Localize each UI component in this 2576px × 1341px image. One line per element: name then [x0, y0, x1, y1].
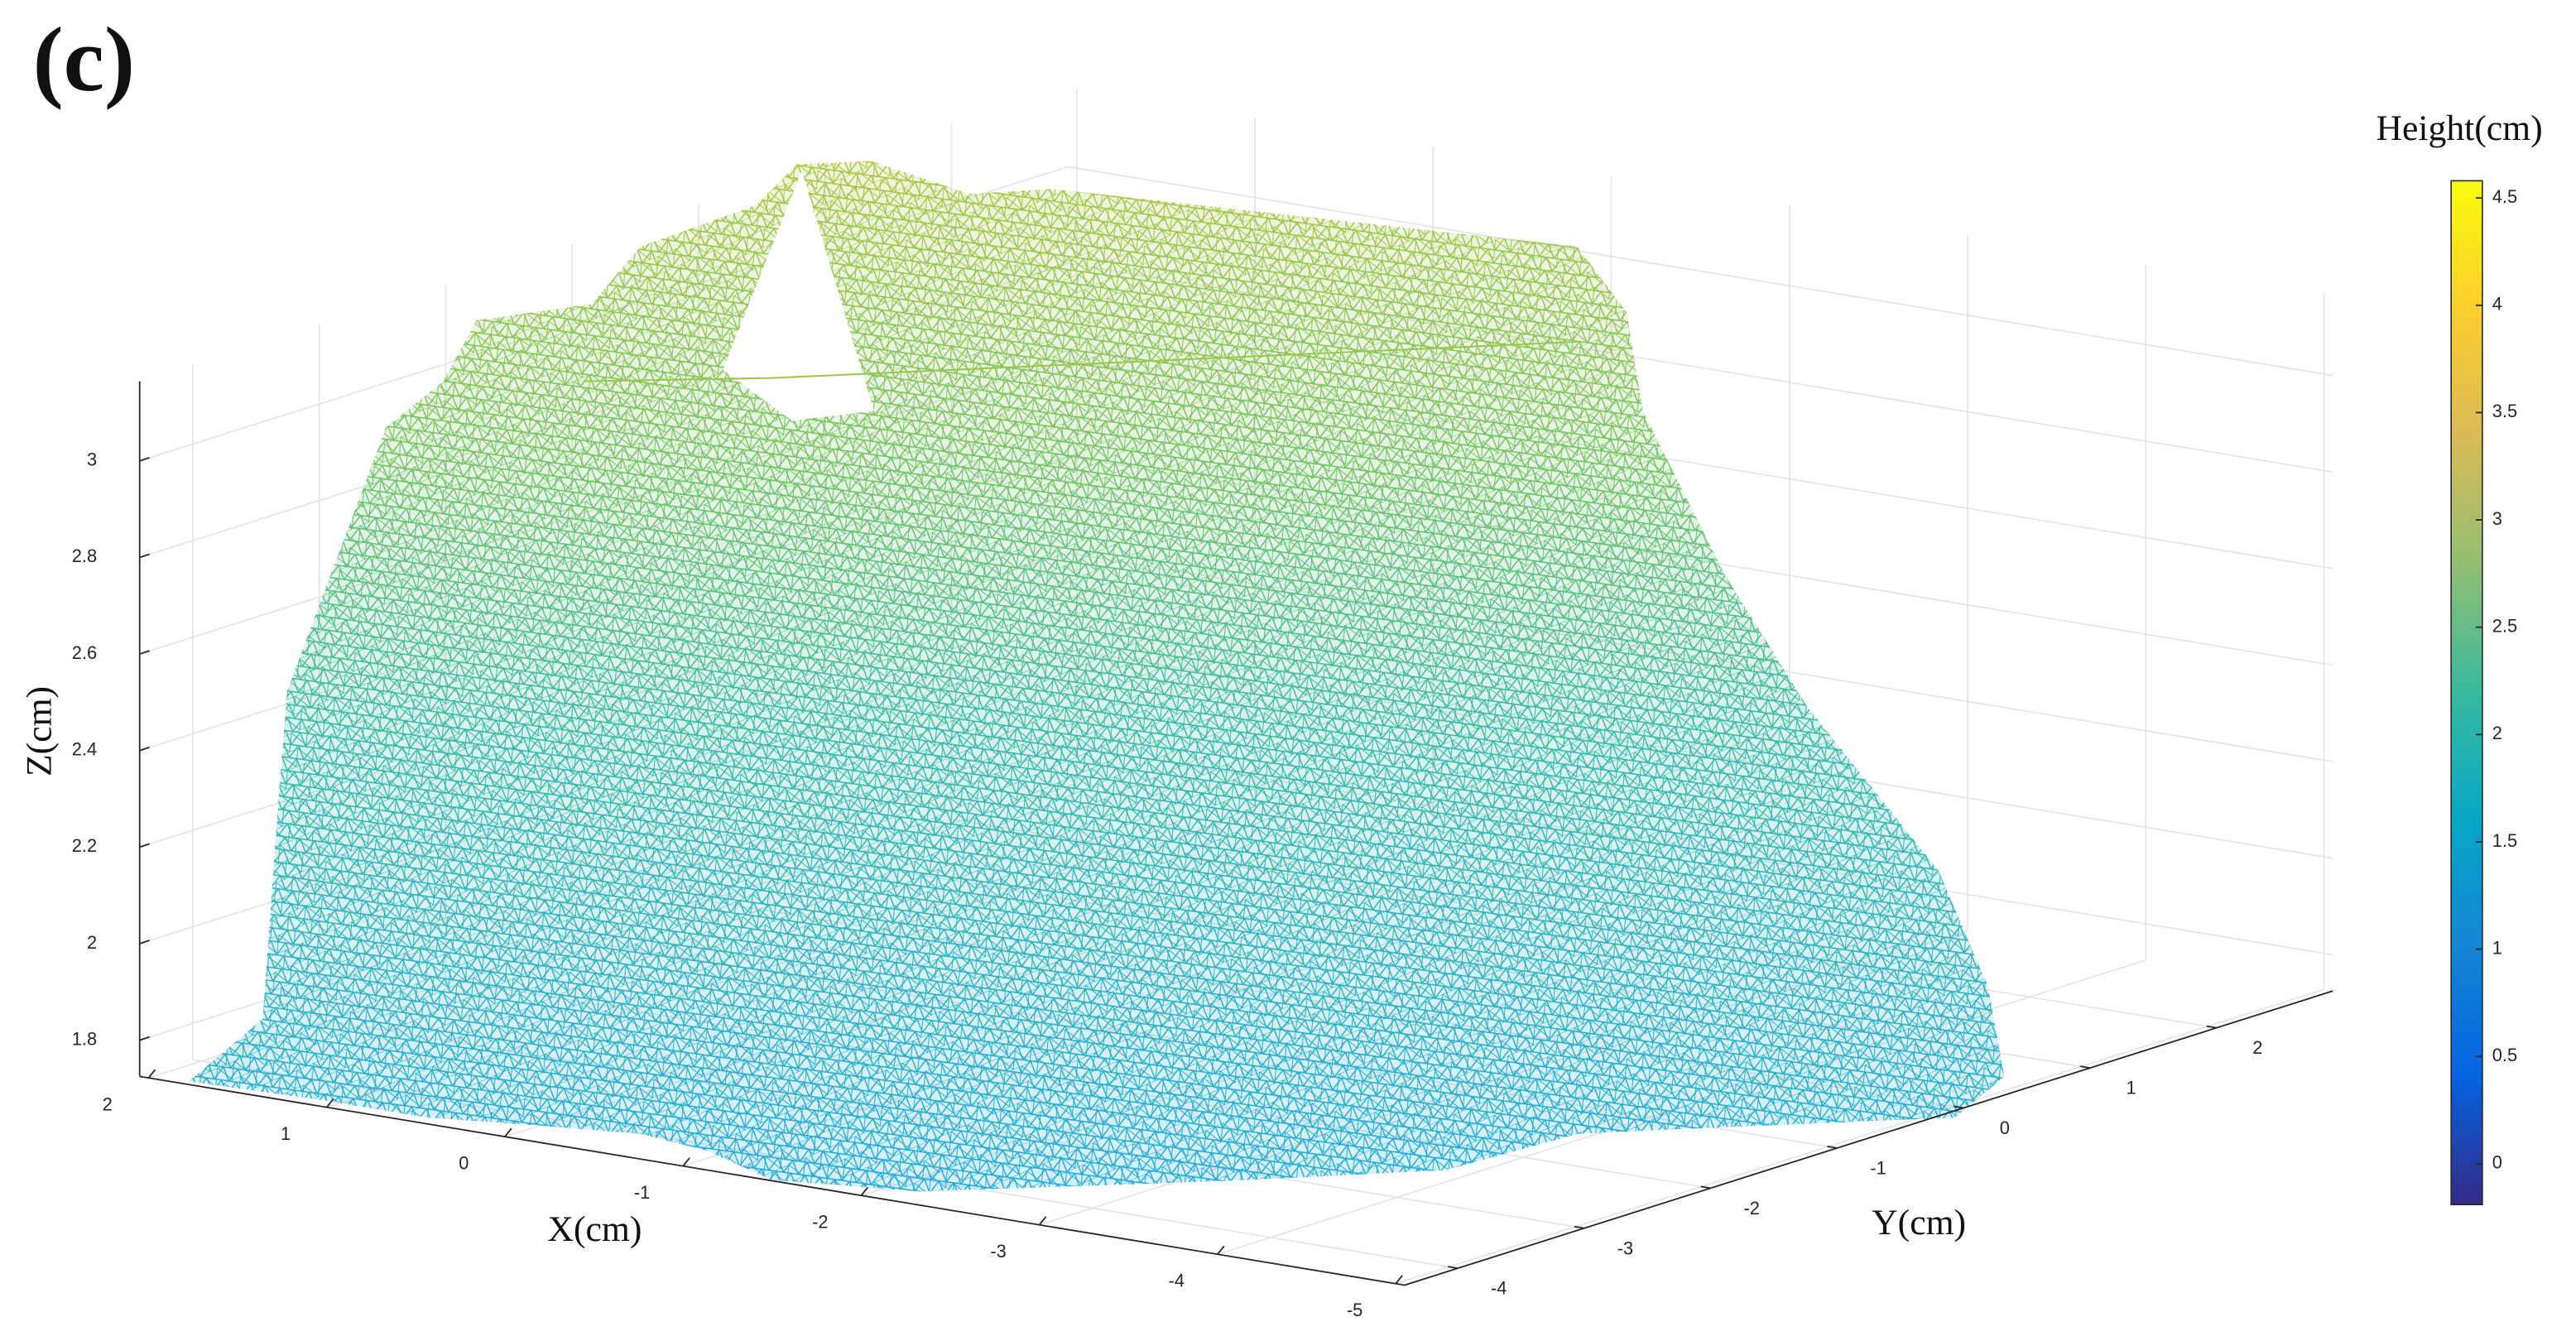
- x-tick-label: 0: [459, 1153, 469, 1174]
- y-tick-label: -2: [1744, 1198, 1760, 1218]
- colorbar-tick-label: 2: [2492, 723, 2502, 743]
- colorbar-tick-label: 4: [2492, 294, 2502, 315]
- x-tick: [326, 1098, 334, 1108]
- colorbar: 0 0.5 1 1.5 2 2.5 3 3.5 4 4.5: [2450, 180, 2517, 1206]
- z-tick-label: 2.4: [72, 738, 97, 759]
- y-axis-line: [1404, 990, 2333, 1286]
- y-axis-label: Y(cm): [1872, 1203, 1966, 1242]
- colorbar-tick-label: 2.5: [2492, 615, 2517, 636]
- y-tick-label: 2: [2252, 1037, 2262, 1058]
- z-tick: [139, 746, 150, 752]
- y-tick: [1827, 1146, 1838, 1149]
- y-tick-label: -1: [1870, 1157, 1886, 1178]
- z-tick-label: 2: [87, 932, 97, 953]
- z-tick-label: 3: [87, 449, 97, 470]
- z-tick: [139, 843, 150, 848]
- z-tick-label: 1.8: [72, 1028, 97, 1049]
- z-tick: [139, 1036, 150, 1041]
- z-tick: [139, 650, 150, 655]
- z-axis-label: Z(cm): [20, 686, 60, 776]
- colorbar-tick-label: 1.5: [2492, 830, 2517, 851]
- x-tick-label: -2: [812, 1212, 828, 1233]
- x-axis-line: [139, 1075, 1406, 1286]
- x-tick: [504, 1127, 512, 1137]
- y-tick: [2206, 1025, 2217, 1029]
- y-tick-label: 1: [2126, 1078, 2136, 1098]
- x-tick-label: -1: [634, 1182, 650, 1203]
- x-tick-label: -5: [1347, 1300, 1362, 1320]
- y-tick: [1448, 1266, 1459, 1270]
- x-tick-label: 2: [103, 1094, 113, 1115]
- z-tick-label: 2.6: [72, 642, 97, 663]
- x-tick: [860, 1186, 869, 1196]
- axes: 2 1 0 -1 -2 -3 -4 -5 -4 -3 -2 -1 0 1 2 1.8 2 2.2 2.4 2.6 2.8…: [72, 381, 2333, 1320]
- y-tick-label: 0: [2000, 1118, 2010, 1138]
- x-tick-label: -3: [990, 1241, 1006, 1262]
- colorbar-tick-label: 3.5: [2492, 401, 2517, 421]
- y-tick-label: -4: [1491, 1278, 1507, 1299]
- z-tick: [139, 553, 150, 559]
- y-tick: [2079, 1065, 2091, 1069]
- colorbar-tick-label: 1: [2492, 937, 2502, 958]
- z-tick: [139, 456, 150, 462]
- colorbar-tick-label: 3: [2492, 508, 2502, 529]
- y-tick: [1700, 1185, 1711, 1190]
- mesh-edge: [583, 340, 1578, 382]
- x-tick: [147, 1069, 156, 1079]
- x-tick-label: 1: [281, 1123, 291, 1144]
- z-tick-label: 2.2: [72, 835, 97, 856]
- panel-label: (c): [33, 9, 135, 111]
- mesh-hole: [723, 171, 874, 421]
- x-axis-label: X(cm): [547, 1209, 642, 1249]
- y-tick: [1574, 1225, 1584, 1229]
- y-tick: [1954, 1105, 1964, 1109]
- y-tick-label: -3: [1617, 1238, 1633, 1258]
- colorbar-title: Height(cm): [2376, 108, 2542, 148]
- x-tick-label: -4: [1169, 1271, 1185, 1291]
- z-tick: [139, 940, 150, 944]
- colorbar-scale: [2450, 180, 2483, 1206]
- z-tick-label: 2.8: [72, 546, 97, 566]
- x-tick: [1217, 1245, 1225, 1255]
- x-tick: [1038, 1216, 1047, 1226]
- colorbar-tick-label: 0: [2492, 1152, 2502, 1173]
- colorbar-tick-label: 4.5: [2492, 186, 2517, 207]
- x-tick: [1395, 1275, 1403, 1285]
- colorbar-tick-label: 0.5: [2492, 1045, 2517, 1065]
- x-tick: [682, 1157, 690, 1167]
